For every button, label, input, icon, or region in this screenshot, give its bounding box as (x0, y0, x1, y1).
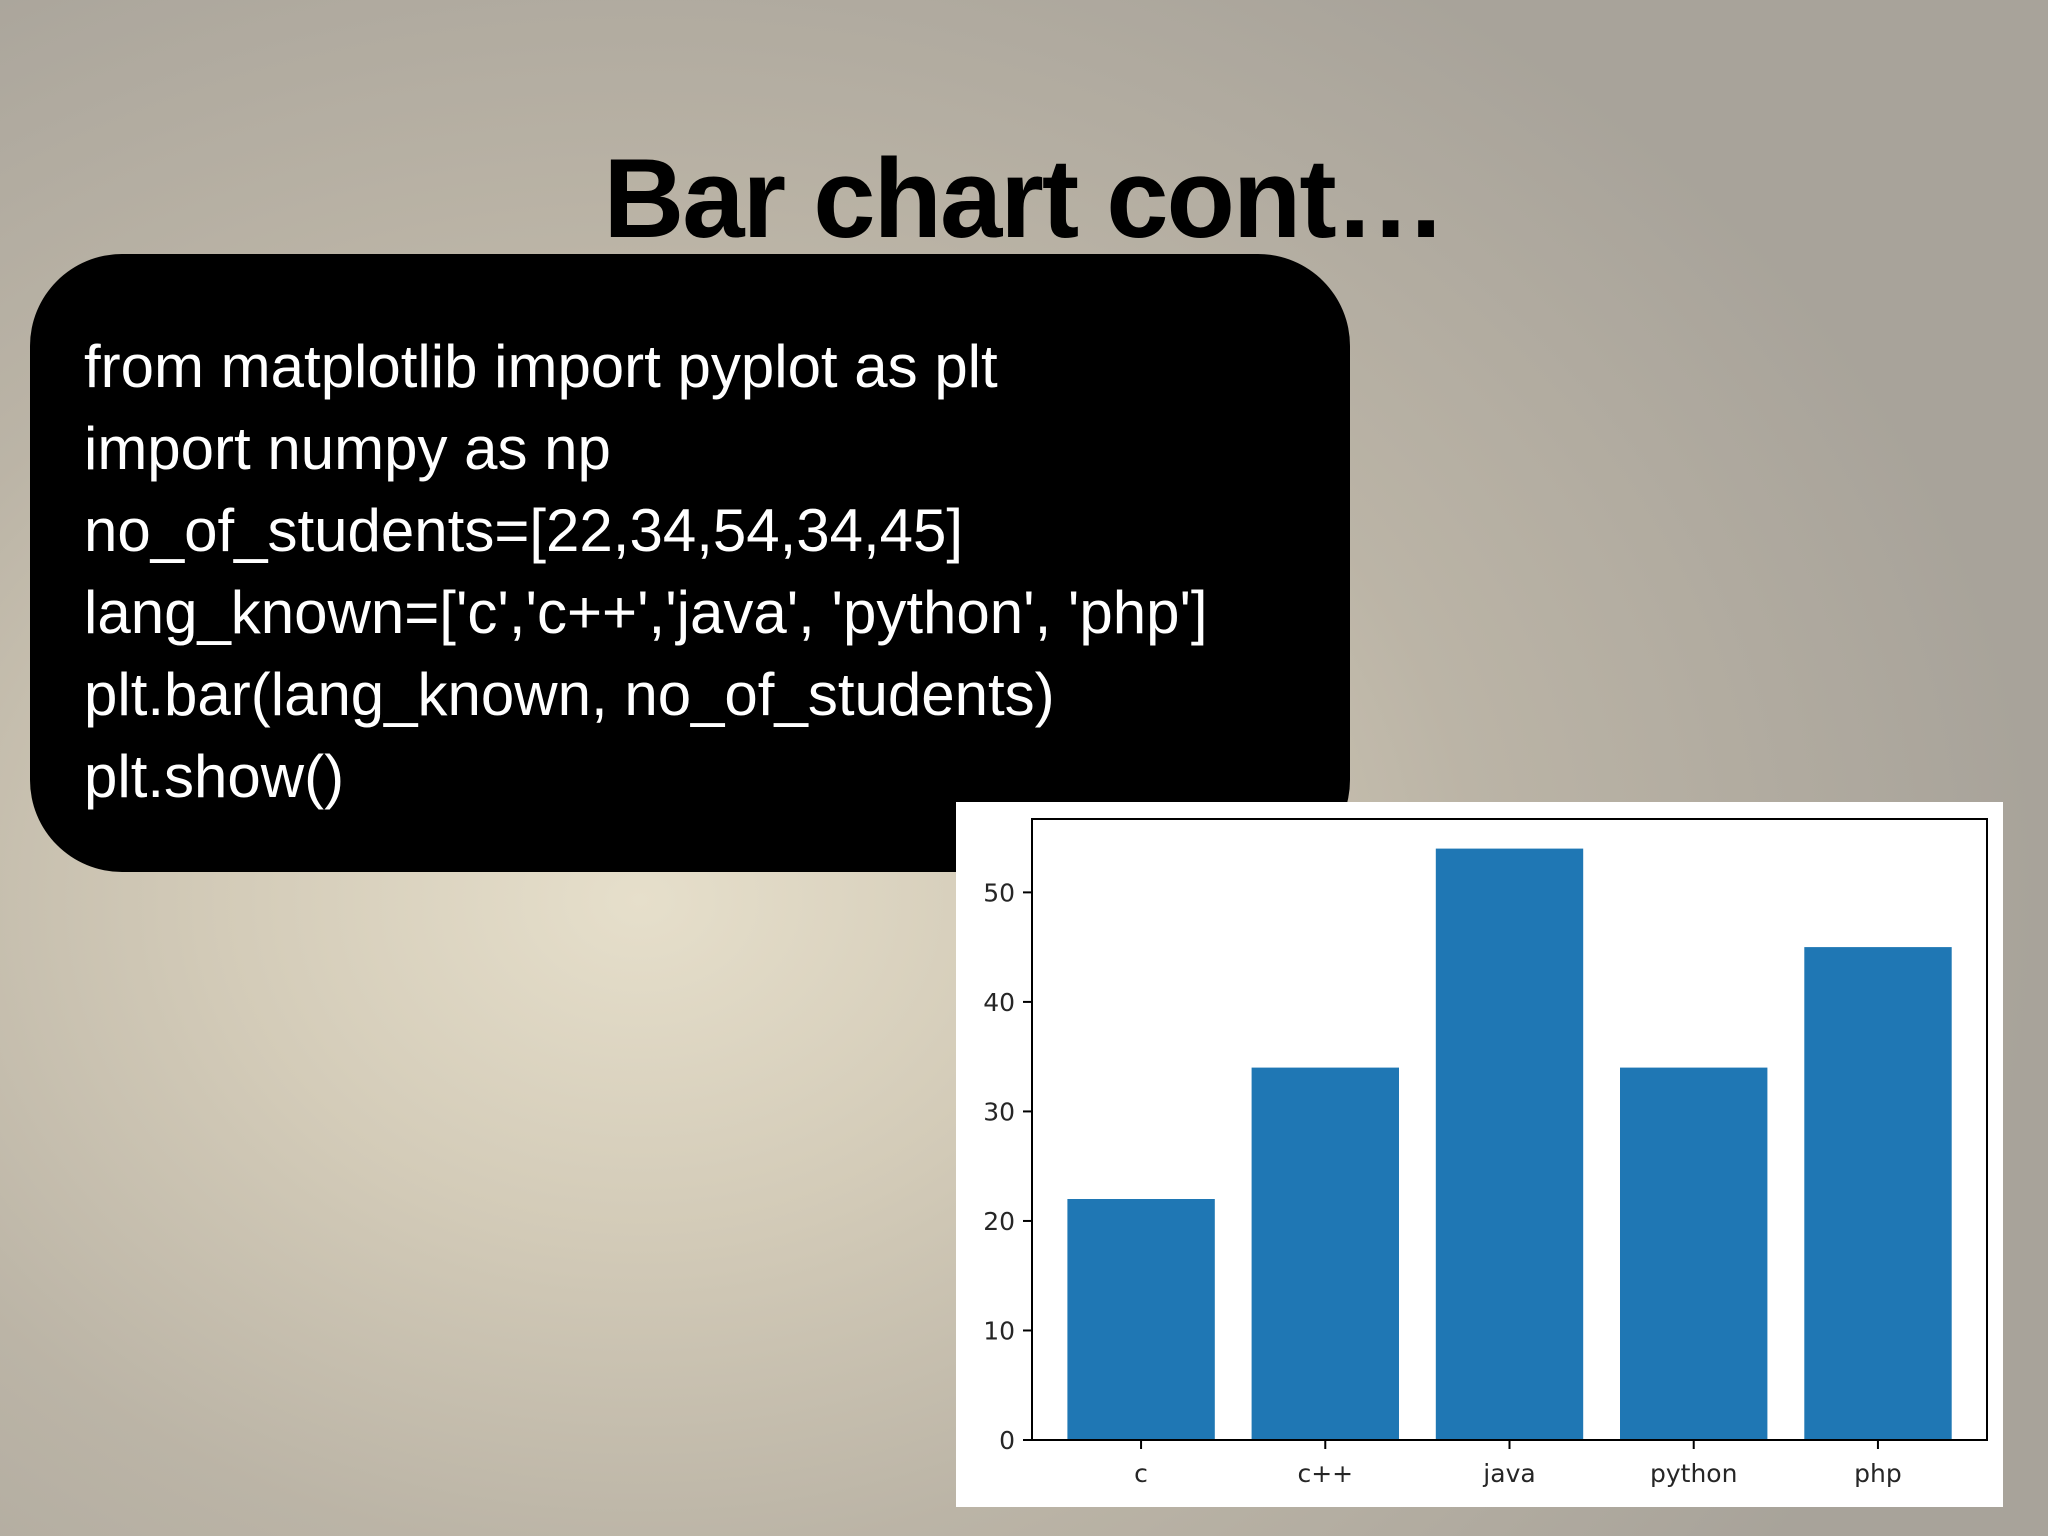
y-tick-label: 0 (999, 1426, 1015, 1455)
code-line: lang_known=['c','c++','java', 'python', … (84, 579, 1208, 646)
y-tick-label: 10 (983, 1316, 1015, 1345)
x-tick-label: c++ (1297, 1459, 1353, 1488)
code-line: plt.show() (84, 743, 345, 810)
bar-python (1620, 1067, 1768, 1440)
code-box: from matplotlib import pyplot as plt imp… (30, 254, 1350, 872)
code-line: from matplotlib import pyplot as plt (84, 333, 998, 400)
x-tick-label: python (1650, 1459, 1737, 1488)
bar-chart-image: 0 10 20 30 40 50 c c++ java python php (956, 802, 2003, 1507)
code-line: import numpy as np (84, 415, 611, 482)
y-tick-label: 50 (983, 878, 1015, 907)
code-line: plt.bar(lang_known, no_of_students) (84, 661, 1055, 728)
bar-java (1435, 848, 1584, 1440)
code-line: no_of_students=[22,34,54,34,45] (84, 497, 964, 564)
y-tick-label: 30 (983, 1097, 1015, 1126)
x-tick-label: java (1482, 1459, 1535, 1488)
code-listing: from matplotlib import pyplot as plt imp… (84, 326, 1208, 818)
slide-title: Bar chart cont… (603, 136, 1446, 261)
bar-chart: 0 10 20 30 40 50 c c++ java python php (983, 818, 1988, 1488)
bar-php (1804, 947, 1952, 1440)
y-tick-label: 40 (983, 988, 1015, 1017)
x-tick-label: c (1134, 1459, 1148, 1488)
y-tick-label: 20 (983, 1207, 1015, 1236)
bar-c (1067, 1199, 1215, 1440)
x-tick-label: php (1854, 1459, 1902, 1488)
bar-c++ (1251, 1067, 1399, 1440)
